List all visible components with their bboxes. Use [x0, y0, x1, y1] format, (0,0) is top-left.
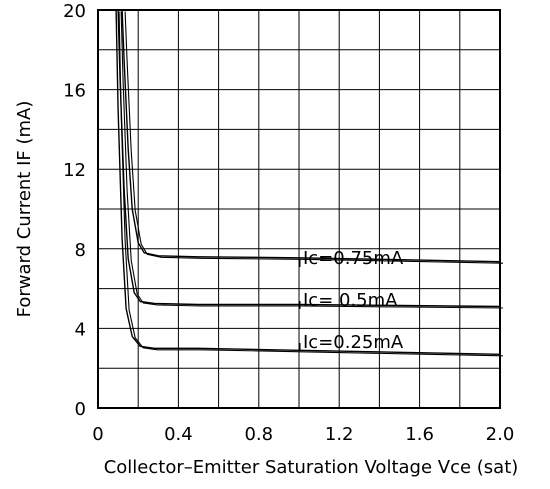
series-line: [115, 9, 501, 355]
curve-labels: Ic=0.75mA Ic= 0.5mA Ic=0.25mA: [299, 248, 404, 353]
x-axis-title: Collector–Emitter Saturation Voltage Vce…: [104, 457, 519, 478]
tick-labels: 0 0.4 0.8 1.2 1.6 2.0 0 4 8 12 16 20: [63, 1, 514, 445]
x-tick-label: 2.0: [486, 424, 515, 445]
x-tick-label: 0: [92, 424, 103, 445]
y-tick-label: 0: [75, 399, 86, 420]
series-line-offset: [118, 11, 504, 357]
y-tick-label: 20: [63, 1, 86, 22]
curve-label: Ic= 0.5mA: [303, 290, 398, 311]
y-tick-label: 12: [63, 160, 86, 181]
y-tick-label: 16: [63, 81, 86, 102]
series-line-offset: [120, 11, 504, 309]
plot-frame: [97, 9, 501, 409]
series-layer: [115, 9, 504, 357]
curve-label: Ic=0.75mA: [303, 248, 404, 269]
x-tick-label: 1.6: [405, 424, 434, 445]
y-tick-label: 8: [75, 240, 86, 261]
x-tick-label: 0.4: [164, 424, 193, 445]
series-curve: [121, 9, 504, 264]
curve-label: Ic=0.25mA: [303, 332, 404, 353]
grid: [98, 10, 500, 408]
x-tick-label: 1.2: [325, 424, 354, 445]
series-curve: [115, 9, 504, 357]
series-line: [121, 9, 501, 263]
x-tick-label: 0.8: [244, 424, 273, 445]
y-axis-title: Forward Current IF (mA): [14, 101, 35, 318]
y-tick-label: 4: [75, 319, 86, 340]
series-line-offset: [124, 11, 504, 264]
plot-border: [97, 9, 501, 409]
